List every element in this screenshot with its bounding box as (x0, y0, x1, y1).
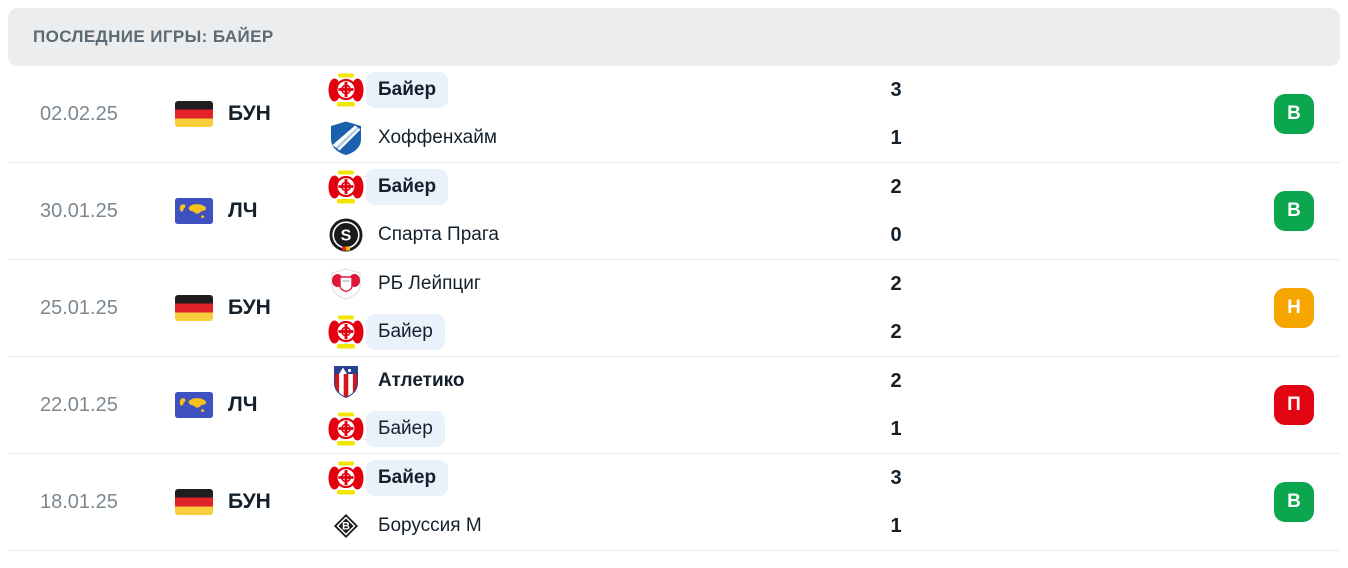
competition-label: ЛЧ (228, 393, 258, 416)
team-score: 3 (890, 466, 902, 489)
teams-cell: Атлетико 2 Байер 1 (328, 357, 918, 453)
team-score: 3 (890, 78, 902, 101)
team-score: 2 (890, 320, 902, 343)
match-row[interactable]: 02.02.25 БУН Байер 3 Хоффенхайм 1 (8, 66, 1340, 163)
team-score: 1 (890, 126, 902, 149)
result-badge: В (1274, 94, 1314, 134)
bayer-logo-icon (328, 169, 364, 205)
result-badge: В (1274, 191, 1314, 231)
match-row[interactable]: 25.01.25 БУН РБ Лейпциг 2 Байер 2 (8, 260, 1340, 357)
teams-cell: Байер 3 Хоффенхайм 1 (328, 66, 918, 162)
result-cell: П (1274, 385, 1314, 425)
home-team-line: Атлетико 2 (328, 357, 918, 405)
away-team-line: Байер 1 (328, 405, 918, 453)
team-score: 2 (890, 272, 902, 295)
away-team-line: Хоффенхайм 1 (328, 114, 918, 162)
team-score: 1 (890, 514, 902, 537)
team-score: 2 (890, 369, 902, 392)
team-score: 0 (890, 223, 902, 246)
team-name: Байер (366, 72, 449, 108)
atletico-logo-icon (328, 363, 364, 399)
match-row[interactable]: 22.01.25 ЛЧ Атлетико 2 Байер 1 (8, 357, 1340, 454)
match-list: 02.02.25 БУН Байер 3 Хоффенхайм 1 (8, 66, 1340, 551)
world-flag-icon (175, 198, 213, 224)
competition-cell: ЛЧ (175, 392, 328, 418)
team-name: Хоффенхайм (378, 127, 497, 148)
team-name: Байер (366, 411, 445, 447)
away-team-line: Спарта Прага 0 (328, 211, 918, 259)
germany-flag-icon (175, 295, 213, 321)
competition-cell: ЛЧ (175, 198, 328, 224)
match-row[interactable]: 18.01.25 БУН Байер 3 Боруссия М 1 (8, 454, 1340, 551)
team-name: Спарта Прага (378, 224, 499, 245)
widget-title: ПОСЛЕДНИЕ ИГРЫ: БАЙЕР (33, 27, 274, 46)
match-date: 02.02.25 (40, 102, 118, 125)
teams-cell: Байер 3 Боруссия М 1 (328, 454, 918, 550)
team-score: 2 (890, 175, 902, 198)
team-name: Боруссия М (378, 515, 482, 536)
widget-header: ПОСЛЕДНИЕ ИГРЫ: БАЙЕР (8, 8, 1340, 66)
team-name: Байер (366, 314, 445, 350)
result-cell: Н (1274, 288, 1314, 328)
result-badge: П (1274, 385, 1314, 425)
match-date: 30.01.25 (40, 199, 118, 222)
world-flag-icon (175, 392, 213, 418)
germany-flag-icon (175, 101, 213, 127)
borussia-logo-icon (328, 508, 364, 544)
match-date: 22.01.25 (40, 393, 118, 416)
away-team-line: Боруссия М 1 (328, 502, 918, 550)
bayer-logo-icon (328, 314, 364, 350)
match-date: 18.01.25 (40, 490, 118, 513)
team-name: Байер (366, 460, 449, 496)
home-team-line: Байер 2 (328, 163, 918, 211)
match-row[interactable]: 30.01.25 ЛЧ Байер 2 Спарта Прага 0 (8, 163, 1340, 260)
competition-label: БУН (228, 102, 271, 125)
result-badge: В (1274, 482, 1314, 522)
hoffenheim-logo-icon (328, 120, 364, 156)
home-team-line: Байер 3 (328, 66, 918, 114)
sparta-logo-icon (328, 217, 364, 253)
home-team-line: РБ Лейпциг 2 (328, 260, 918, 308)
leipzig-logo-icon (328, 266, 364, 302)
teams-cell: РБ Лейпциг 2 Байер 2 (328, 260, 918, 356)
germany-flag-icon (175, 489, 213, 515)
competition-label: ЛЧ (228, 199, 258, 222)
competition-cell: БУН (175, 489, 328, 515)
competition-cell: БУН (175, 295, 328, 321)
team-name: Байер (366, 169, 449, 205)
competition-cell: БУН (175, 101, 328, 127)
result-cell: В (1274, 482, 1314, 522)
teams-cell: Байер 2 Спарта Прага 0 (328, 163, 918, 259)
away-team-line: Байер 2 (328, 308, 918, 356)
team-name: РБ Лейпциг (378, 273, 481, 294)
team-score: 1 (890, 417, 902, 440)
result-badge: Н (1274, 288, 1314, 328)
result-cell: В (1274, 94, 1314, 134)
bayer-logo-icon (328, 460, 364, 496)
last-games-widget: ПОСЛЕДНИЕ ИГРЫ: БАЙЕР 02.02.25 БУН Байер… (0, 8, 1348, 568)
result-cell: В (1274, 191, 1314, 231)
match-date: 25.01.25 (40, 296, 118, 319)
bayer-logo-icon (328, 72, 364, 108)
competition-label: БУН (228, 490, 271, 513)
competition-label: БУН (228, 296, 271, 319)
bayer-logo-icon (328, 411, 364, 447)
home-team-line: Байер 3 (328, 454, 918, 502)
team-name: Атлетико (378, 370, 465, 391)
